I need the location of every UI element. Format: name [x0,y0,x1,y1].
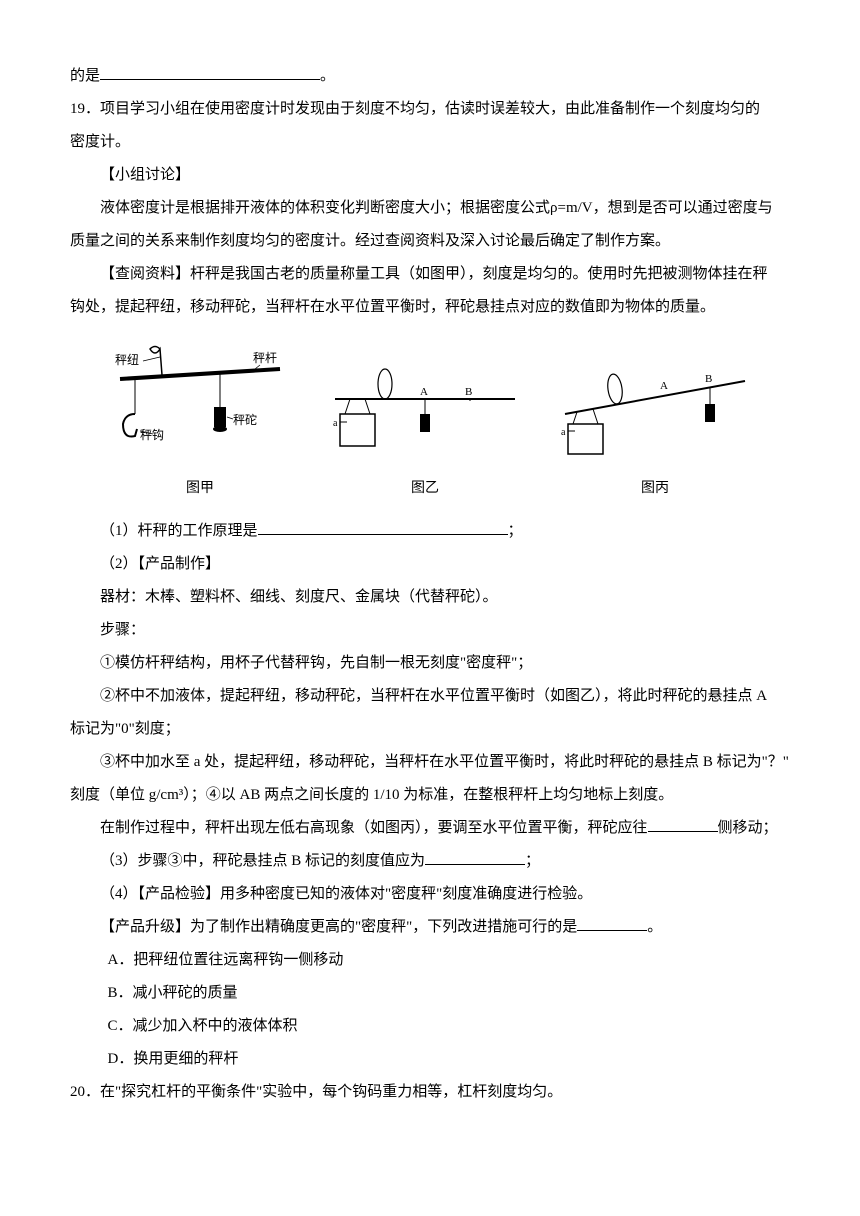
label-chengtuo: 秤砣 [233,412,257,427]
q20-number: 20． [70,1084,100,1100]
upgrade-b: 。 [647,919,662,935]
upgrade-a: 【产品升级】为了制作出精确度更高的"密度秤"，下列改进措施可行的是 [100,919,577,935]
fig-label-b: 图乙 [325,474,525,505]
fig-label-a: 图甲 [105,474,295,505]
step-3b: 刻度（单位 g/cm³）；④以 AB 两点之间长度的 1/10 为标准，在整根秤… [70,787,673,803]
option-B: B．减小秤砣的质量 [108,985,238,1001]
step-1: ①模仿杆秤结构，用杯子代替秤钩，先自制一根无刻度"密度秤"； [100,655,532,671]
q3-a: （3）步骤③中，秤砣悬挂点 B 标记的刻度值应为 [100,853,425,869]
steps-label: 步骤： [100,622,145,638]
point-A: A [420,386,428,398]
q1-b: ； [508,523,523,539]
blank-fill-top[interactable] [100,65,320,80]
adjust-b: 侧移动； [718,820,778,836]
figure-jia: 秤纽 秤杆 秤钩 秤砣 图甲 [105,339,295,505]
figure-yi-svg: A B a [325,359,525,459]
label-chenggan: 秤杆 [253,351,277,365]
blank-principle[interactable] [258,520,508,535]
q1-a: （1）杆秤的工作原理是 [100,523,258,539]
mark-a-yi: a [333,418,338,429]
blank-value[interactable] [425,850,525,865]
step-2a: ②杯中不加液体，提起秤纽，移动秤砣，当秤杆在水平位置平衡时（如图乙），将此时秤砣… [100,688,767,704]
option-C: C．减少加入杯中的液体体积 [108,1018,298,1034]
step-3a: ③杯中加水至 a 处，提起秤纽，移动秤砣，当秤杆在水平位置平衡时，将此时秤砣的悬… [100,754,789,770]
point-A-bing: A [660,380,668,392]
section-discuss: 【小组讨论】 [100,167,190,183]
q3-b: ； [525,853,540,869]
q20-text: 在"探究杠杆的平衡条件"实验中，每个钩码重力相等，杠杆刻度均匀。 [100,1084,562,1100]
materials: 器材：木棒、塑料杯、细线、刻度尺、金属块（代替秤砣）。 [100,589,498,605]
mark-a-bing: a [561,427,566,438]
q19-l3: 液体密度计是根据排开液体的体积变化判断密度大小；根据密度公式ρ=m/V，想到是否… [100,200,773,216]
adjust-a: 在制作过程中，秤杆出现左低右高现象（如图丙），要调至水平位置平衡，秤砣应往 [100,820,648,836]
option-A: A．把秤纽位置往远离秤钩一侧移动 [108,952,344,968]
figure-bing: A B a 图丙 [555,359,755,505]
figure-yi: A B a 图乙 [325,359,525,505]
step-2b: 标记为"0"刻度； [70,721,180,737]
q4: （4）【产品检验】用多种密度已知的液体对"密度秤"刻度准确度进行检验。 [100,886,592,902]
period: 。 [320,68,335,84]
q19-number: 19． [70,101,100,117]
fig-label-c: 图丙 [555,474,755,505]
label-chenggou: 秤钩 [140,428,164,442]
prev-line-tail: 的是 [70,68,100,84]
blank-side[interactable] [648,817,718,832]
point-B: B [465,386,472,398]
point-B-bing: B [705,373,712,385]
q2-label: （2）【产品制作】 [100,556,220,572]
option-D: D．换用更细的秤杆 [108,1051,239,1067]
q19-l5: 【查阅资料】杆秤是我国古老的质量称量工具（如图甲），刻度是均匀的。使用时先把被测… [100,266,768,282]
q19-text-l1: 项目学习小组在使用密度计时发现由于刻度不均匀，估读时误差较大，由此准备制作一个刻… [100,101,760,117]
q19-l6: 钩处，提起秤纽，移动秤砣，当秤杆在水平位置平衡时，秤砣悬挂点对应的数值即为物体的… [70,299,715,315]
figure-jia-svg: 秤纽 秤杆 秤钩 秤砣 [105,339,295,459]
figures-row: 秤纽 秤杆 秤钩 秤砣 图甲 A [90,339,770,505]
blank-upgrade[interactable] [577,916,647,931]
label-chengniu: 秤纽 [115,353,139,367]
q19-text-l2: 密度计。 [70,134,130,150]
q19-l4: 质量之间的关系来制作刻度均匀的密度计。经过查阅资料及深入讨论最后确定了制作方案。 [70,233,670,249]
figure-bing-svg: A B a [555,359,755,459]
